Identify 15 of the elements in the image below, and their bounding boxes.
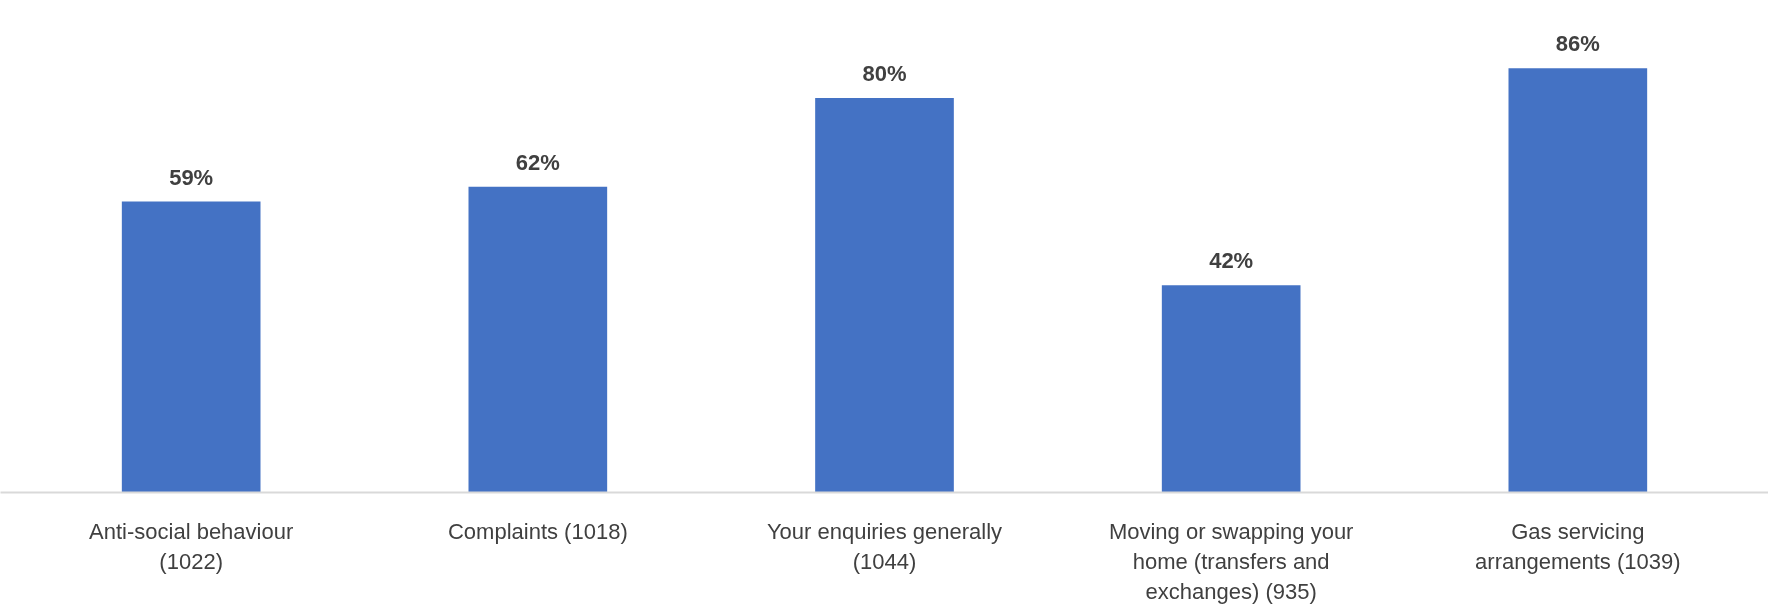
x-tick-label: Anti-social behaviour (1022) [89, 518, 294, 574]
data-label: 62% [515, 149, 560, 175]
x-tick-label: Gas servicing arrangements (1039) [1475, 518, 1681, 574]
data-label: 59% [169, 164, 214, 190]
bar [1508, 68, 1648, 493]
bar [468, 186, 608, 493]
x-tick-label: Moving or swapping your home (transfers and exchanges) (935) [1108, 518, 1354, 604]
bar [815, 97, 954, 493]
x-tick-label: Complaints (1018) [447, 518, 628, 544]
data-label: 86% [1555, 31, 1600, 57]
data-label: 80% [862, 60, 907, 86]
x-tick-label: Your enquiries generally (1044) [766, 518, 1003, 574]
data-label: 42% [1209, 248, 1254, 274]
bar [121, 201, 261, 493]
bar [1161, 285, 1301, 493]
